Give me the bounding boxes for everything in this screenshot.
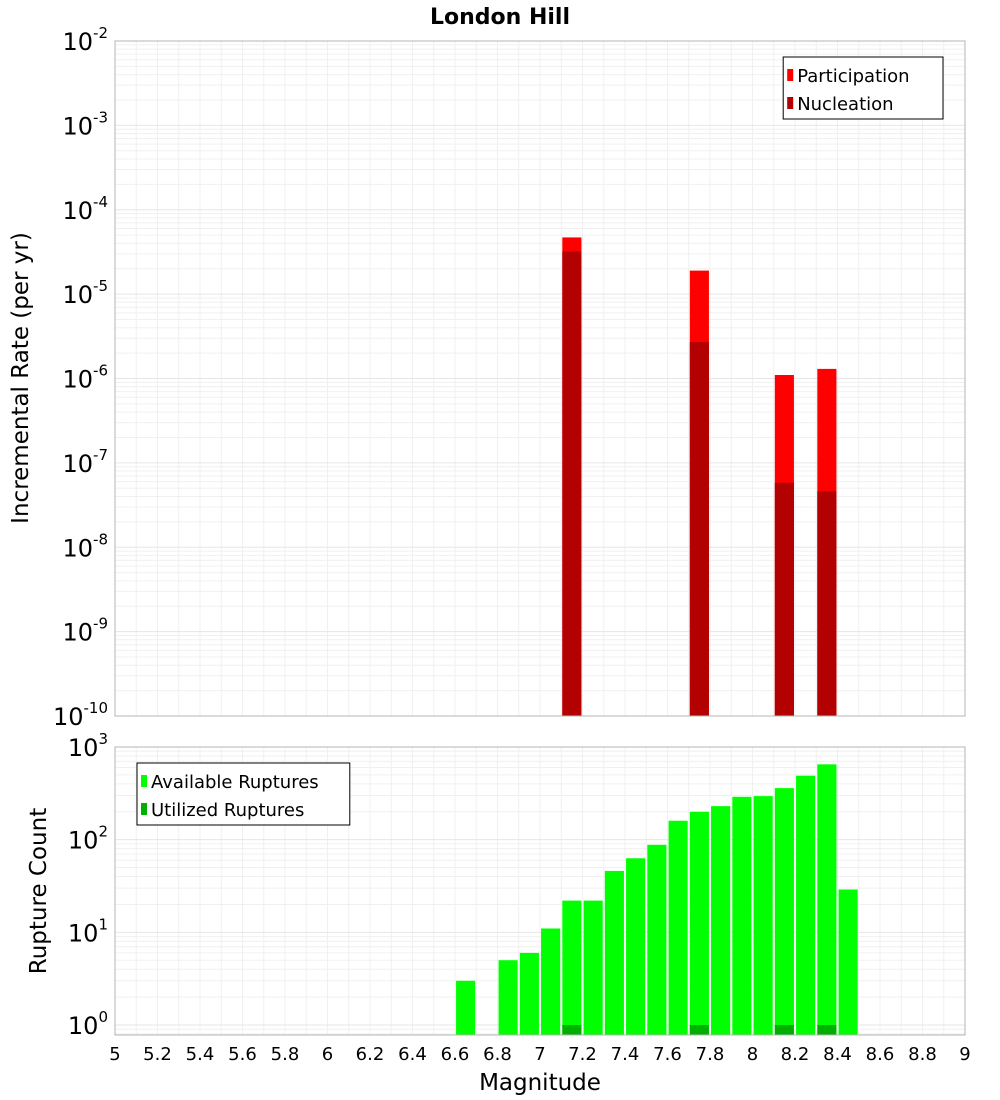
magnitude-x-tick-label: 6.4: [398, 1044, 427, 1065]
count-legend-label: Available Ruptures: [151, 772, 319, 793]
magnitude-x-tick-label: 8.8: [908, 1044, 937, 1065]
count-bar-primary: [456, 980, 476, 1035]
count-bar-secondary: [689, 1025, 709, 1035]
rate-grid: [114, 40, 966, 717]
magnitude-x-tick-label: 5.2: [143, 1044, 172, 1065]
magnitude-x-tick-label: 6.6: [441, 1044, 470, 1065]
count-bar-primary: [498, 960, 518, 1035]
count-legend-label: Utilized Ruptures: [151, 800, 304, 821]
count-panel: 100 101 102 103 5 5.2 5.4 5.6 5.8 6 6.2 6.4 6.6 6.8 7…: [26, 730, 971, 1096]
count-y-tick-label: 100: [68, 1008, 108, 1040]
count-bar-primary: [753, 796, 773, 1035]
magnitude-x-tick-label: 8.6: [866, 1044, 895, 1065]
count-bar-secondary: [562, 1025, 582, 1035]
rate-y-tick-label: 10-8: [62, 530, 108, 562]
rate-y-tick-label: 10-5: [62, 277, 108, 309]
rate-bar-secondary: [562, 251, 582, 716]
rate-legend-label: Nucleation: [797, 94, 893, 115]
rate-bars: [562, 237, 837, 716]
rate-legend: Participation Nucleation: [782, 56, 944, 120]
count-legend-swatch: [141, 803, 147, 815]
rate-y-tick-label: 10-9: [62, 615, 108, 647]
count-bar-secondary: [817, 1025, 837, 1035]
count-y-ticks: 100 101 102 103: [68, 730, 108, 1040]
count-bars: [456, 764, 858, 1035]
rate-legend-box: [782, 56, 944, 120]
count-bar-primary: [796, 775, 816, 1035]
magnitude-x-tick-label: 8.2: [781, 1044, 810, 1065]
magnitude-x-tick-label: 7: [534, 1044, 545, 1065]
count-bar-primary: [562, 900, 582, 1035]
count-bar-primary: [732, 796, 752, 1035]
rate-legend-label: Participation: [797, 66, 909, 87]
count-bar-primary: [519, 952, 539, 1035]
rate-bar-secondary: [689, 342, 709, 716]
magnitude-x-tick-label: 8: [747, 1044, 758, 1065]
magnitude-x-tick-label: 8.4: [823, 1044, 852, 1065]
rate-legend-swatch: [787, 97, 794, 109]
count-bar-primary: [541, 928, 561, 1035]
count-bar-primary: [817, 764, 837, 1035]
rate-y-tick-label: 10-3: [62, 108, 108, 140]
count-y-axis-label: Rupture Count: [26, 808, 52, 974]
rate-bar-secondary: [817, 491, 837, 716]
rate-y-tick-label: 10-4: [62, 193, 108, 225]
magnitude-x-tick-label: 7.2: [568, 1044, 597, 1065]
count-bar-primary: [604, 870, 624, 1035]
count-bar-primary: [774, 788, 794, 1035]
magnitude-x-tick-label: 5.8: [271, 1044, 300, 1065]
rate-panel: 10-10 10-9 10-8 10-7 10-6 10-5 10-4 10-3 10-2 In…: [8, 24, 966, 731]
magnitude-x-tick-label: 7.4: [611, 1044, 640, 1065]
count-bar-secondary: [774, 1025, 794, 1035]
magnitude-x-ticks: 5 5.2 5.4 5.6 5.8 6 6.2 6.4 6.6 6.8 7 7.2 7.4 7.6 7.8 8…: [109, 1044, 970, 1065]
count-bar-primary: [647, 844, 667, 1035]
rate-y-tick-label: 10-6: [62, 362, 108, 394]
count-y-tick-label: 102: [68, 823, 108, 855]
rate-y-ticks: 10-10 10-9 10-8 10-7 10-6 10-5 10-4 10-3 10-2: [53, 24, 108, 731]
rate-y-tick-label: 10-2: [62, 24, 108, 56]
magnitude-x-tick-label: 6.8: [483, 1044, 512, 1065]
rate-y-tick-label: 10-7: [62, 446, 108, 478]
count-bar-primary: [668, 820, 688, 1035]
rate-bar-secondary: [774, 482, 794, 716]
magnitude-x-tick-label: 5.6: [228, 1044, 257, 1065]
rate-plot-frame: [114, 40, 966, 717]
magnitude-x-axis-label: Magnitude: [479, 1070, 601, 1096]
magnitude-x-tick-label: 7.8: [696, 1044, 725, 1065]
chart-title: London Hill: [430, 5, 570, 30]
count-legend-swatch: [141, 775, 147, 787]
magnitude-x-tick-label: 6.2: [356, 1044, 385, 1065]
rate-y-tick-label: 10-10: [53, 699, 108, 731]
magnitude-x-tick-label: 7.6: [653, 1044, 682, 1065]
magnitude-x-tick-label: 5.4: [186, 1044, 215, 1065]
count-bar-primary: [626, 858, 646, 1035]
rate-legend-swatch: [787, 69, 794, 81]
count-y-tick-label: 103: [68, 730, 108, 762]
count-legend-box: [136, 762, 351, 826]
count-legend: Available Ruptures Utilized Ruptures: [136, 762, 351, 826]
magnitude-x-tick-label: 5: [109, 1044, 120, 1065]
magnitude-x-tick-label: 6: [322, 1044, 333, 1065]
magnitude-x-tick-label: 9: [959, 1044, 970, 1065]
count-bar-primary: [583, 900, 603, 1035]
rate-y-axis-label: Incremental Rate (per yr): [8, 232, 34, 524]
count-plot-frame: [114, 746, 966, 1036]
count-y-tick-label: 101: [68, 915, 108, 947]
count-bar-primary: [838, 889, 858, 1035]
count-bar-primary: [711, 806, 731, 1035]
count-bar-primary: [689, 811, 709, 1035]
